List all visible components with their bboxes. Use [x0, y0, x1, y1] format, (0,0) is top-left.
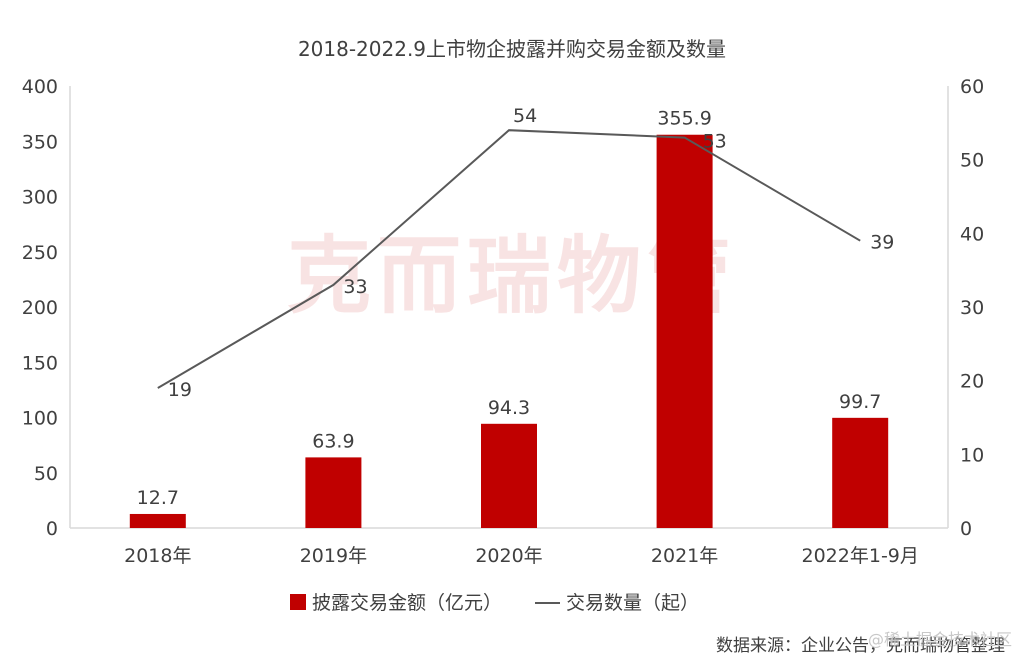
line-series: 19 33 54 53 39	[157, 105, 894, 401]
bar	[129, 513, 186, 528]
left-tick-label: 50	[34, 463, 58, 485]
legend: 披露交易金额（亿元） 交易数量（起）	[290, 592, 699, 614]
legend-line-label: 交易数量（起）	[566, 592, 699, 614]
bar	[832, 417, 889, 528]
bar-series: 12.7 63.9 94.3 355.9 99.7	[129, 108, 889, 528]
left-tick-label: 400	[22, 76, 58, 98]
line-data-label: 19	[168, 379, 192, 401]
right-tick-label: 20	[960, 371, 984, 393]
x-category-label: 2018年	[124, 545, 191, 567]
right-tick-label: 10	[960, 444, 984, 466]
x-category-label: 2019年	[300, 545, 367, 567]
line-data-label: 54	[513, 105, 537, 127]
bar-data-label: 99.7	[839, 391, 881, 413]
chart-title: 2018-2022.9上市物企披露并购交易金额及数量	[298, 37, 726, 61]
line-data-label: 53	[703, 131, 727, 153]
right-tick-label: 60	[960, 76, 984, 98]
left-axis-ticks: 0 50 100 150 200 250 300 350 400	[22, 76, 58, 540]
line-data-label: 33	[343, 276, 367, 298]
legend-bar-label: 披露交易金额（亿元）	[312, 592, 502, 614]
x-category-label: 2020年	[475, 545, 542, 567]
data-source-note: 数据来源：企业公告，克而瑞物管整理	[716, 636, 1005, 656]
right-tick-label: 40	[960, 223, 984, 245]
left-tick-label: 200	[22, 297, 58, 319]
bar-data-label: 355.9	[657, 108, 711, 130]
left-tick-label: 250	[22, 242, 58, 264]
right-axis-ticks: 0 10 20 30 40 50 60	[960, 76, 984, 540]
bar-data-label: 12.7	[137, 487, 179, 509]
bar-data-label: 94.3	[488, 397, 530, 419]
right-tick-label: 30	[960, 297, 984, 319]
left-tick-label: 350	[22, 131, 58, 153]
line-data-label: 39	[870, 232, 894, 254]
x-category-label: 2021年	[651, 545, 718, 567]
legend-bar-swatch	[290, 594, 306, 610]
right-tick-label: 50	[960, 150, 984, 172]
bar	[305, 457, 362, 528]
x-category-label: 2022年1-9月	[802, 545, 919, 567]
bar	[656, 134, 713, 528]
bar	[481, 423, 537, 528]
left-tick-label: 300	[22, 187, 58, 209]
left-tick-label: 150	[22, 352, 58, 374]
bar-data-label: 63.9	[312, 430, 354, 452]
corner-watermark: @稀土掘金技术社区	[868, 630, 1012, 649]
right-tick-label: 0	[960, 518, 972, 540]
x-axis-categories: 2018年 2019年 2020年 2021年 2022年1-9月	[124, 545, 919, 567]
left-tick-label: 0	[46, 518, 58, 540]
left-tick-label: 100	[22, 408, 58, 430]
